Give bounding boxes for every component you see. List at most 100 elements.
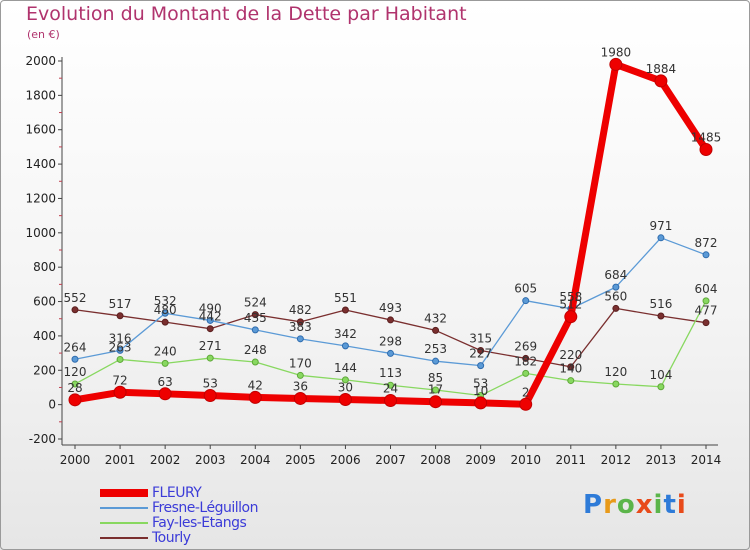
data-label-fleury: 24	[383, 382, 398, 396]
y-tick-label: 1200	[25, 191, 56, 205]
data-label-fay-les-etangs: 170	[289, 356, 312, 370]
y-tick-label: 600	[33, 295, 56, 309]
data-label-fay-les-etangs: 182	[514, 354, 537, 368]
point-fleury	[203, 389, 217, 403]
y-tick-label: 400	[33, 329, 56, 343]
data-label-fresne-l-guillon: 872	[695, 236, 718, 250]
legend-swatch-tourly	[100, 537, 148, 539]
logo-letter: P	[583, 490, 604, 520]
y-tick-label: 1400	[25, 157, 56, 171]
data-label-tourly: 560	[604, 289, 627, 303]
point-fleury	[654, 74, 668, 88]
point-fay-les-etangs	[522, 369, 530, 377]
data-label-fay-les-etangs: 113	[379, 366, 402, 380]
point-tourly	[206, 325, 214, 333]
data-label-tourly: 315	[469, 332, 492, 346]
data-label-fay-les-etangs: 53	[473, 377, 488, 391]
data-label-fresne-l-guillon: 383	[289, 320, 312, 334]
point-fay-les-etangs	[116, 355, 124, 363]
logo-letter: i	[653, 490, 664, 520]
data-label-fay-les-etangs: 240	[154, 344, 177, 358]
data-label-tourly: 516	[649, 297, 672, 311]
point-fresne-l-guillon	[206, 316, 214, 324]
data-label-fay-les-etangs: 104	[649, 368, 672, 382]
point-fresne-l-guillon	[432, 357, 440, 365]
data-label-fresne-l-guillon: 316	[109, 331, 132, 345]
point-tourly	[702, 319, 710, 327]
point-fleury	[68, 393, 82, 407]
data-label-fleury: 1485	[691, 130, 722, 144]
point-fleury	[699, 142, 713, 156]
point-fresne-l-guillon	[387, 349, 394, 357]
point-fay-les-etangs	[612, 380, 620, 388]
point-tourly	[522, 354, 530, 362]
x-tick-label: 2007	[375, 453, 406, 467]
point-fresne-l-guillon	[477, 362, 485, 370]
point-tourly	[296, 318, 304, 326]
data-label-fresne-l-guillon: 298	[379, 334, 402, 348]
point-fresne-l-guillon	[657, 234, 665, 242]
point-fleury	[609, 57, 623, 71]
point-fay-les-etangs	[702, 297, 710, 305]
point-fay-les-etangs	[341, 376, 349, 384]
point-fresne-l-guillon	[522, 297, 530, 305]
data-label-fay-les-etangs: 120	[604, 365, 627, 379]
data-label-tourly: 432	[424, 311, 447, 325]
y-tick-label: 200	[33, 363, 56, 377]
point-fresne-l-guillon	[296, 335, 304, 343]
point-tourly	[251, 311, 259, 319]
data-label-fresne-l-guillon: 264	[64, 340, 87, 354]
point-tourly	[657, 312, 665, 320]
y-tick-label: 1800	[25, 88, 56, 102]
point-fay-les-etangs	[296, 371, 304, 379]
data-label-fleury: 1884	[646, 62, 677, 76]
data-label-fresne-l-guillon: 227	[469, 347, 492, 361]
data-label-tourly: 482	[289, 303, 312, 317]
x-tick-label: 2010	[510, 453, 541, 467]
data-label-tourly: 551	[334, 291, 357, 305]
point-fleury	[158, 387, 172, 401]
point-fay-les-etangs	[567, 377, 575, 385]
logo-letter: i	[676, 490, 687, 520]
y-tick-label: 1000	[25, 226, 56, 240]
data-label-tourly: 493	[379, 301, 402, 315]
point-fay-les-etangs	[71, 380, 79, 388]
data-label-fresne-l-guillon: 684	[604, 268, 627, 282]
point-fleury	[429, 395, 443, 409]
data-label-fay-les-etangs: 120	[64, 365, 87, 379]
data-label-fleury: 63	[158, 375, 173, 389]
point-fleury	[338, 392, 352, 406]
point-fay-les-etangs	[161, 359, 169, 367]
data-label-fay-les-etangs: 604	[695, 282, 718, 296]
point-fresne-l-guillon	[251, 326, 259, 334]
data-label-fay-les-etangs: 85	[428, 371, 443, 385]
point-fay-les-etangs	[387, 381, 394, 389]
x-tick-label: 2008	[420, 453, 451, 467]
data-label-tourly: 220	[559, 348, 582, 362]
data-label-tourly: 269	[514, 339, 537, 353]
logo-letter: t	[663, 490, 677, 520]
legend-label-fleury: FLEURY	[152, 485, 202, 501]
point-fay-les-etangs	[251, 358, 259, 366]
data-label-tourly: 480	[154, 303, 177, 317]
x-tick-label: 2006	[330, 453, 361, 467]
data-label-fleury: 1980	[601, 45, 632, 59]
point-fleury	[113, 385, 127, 399]
point-fresne-l-guillon	[341, 342, 349, 350]
data-label-fleury: 53	[203, 377, 218, 391]
data-label-fleury: 2	[522, 385, 530, 399]
data-label-tourly: 477	[695, 304, 718, 318]
data-label-tourly: 442	[199, 310, 222, 324]
data-label-fresne-l-guillon: 971	[649, 219, 672, 233]
data-label-fay-les-etangs: 248	[244, 343, 267, 357]
legend-label-fay: Fay-les-Etangs	[152, 515, 247, 531]
data-label-fay-les-etangs: 144	[334, 361, 357, 375]
point-fresne-l-guillon	[71, 355, 79, 363]
data-label-tourly: 552	[64, 291, 87, 305]
proxiti-logo: Proxiti	[583, 490, 687, 520]
x-tick-label: 2000	[60, 453, 91, 467]
data-label-fleury: 17	[428, 383, 443, 397]
data-label-tourly: 517	[109, 297, 132, 311]
x-tick-label: 2013	[646, 453, 677, 467]
